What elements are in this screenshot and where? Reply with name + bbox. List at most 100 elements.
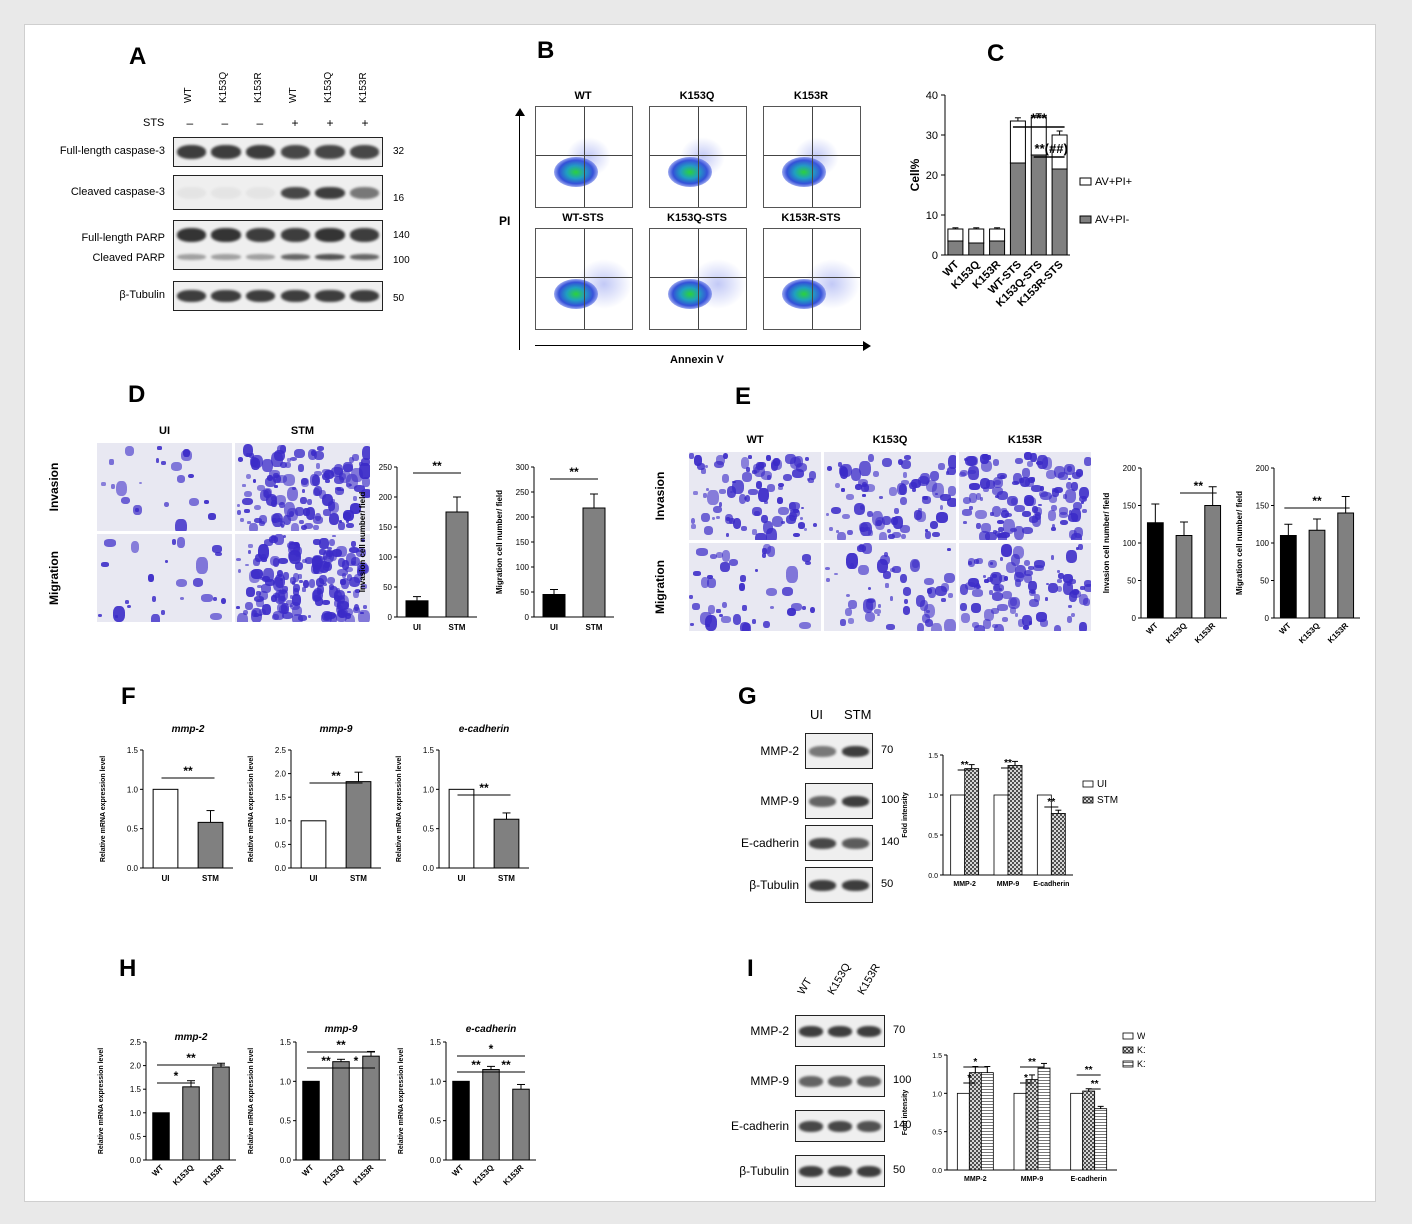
- chart-title: mmp-2: [175, 1032, 208, 1043]
- significance-label: *: [1024, 1073, 1028, 1084]
- stained-cell: [781, 520, 785, 524]
- blot-row-label: E-cadherin: [740, 836, 799, 850]
- stained-cell: [1002, 590, 1012, 600]
- stained-cell: [183, 449, 191, 458]
- lane-label: UI: [810, 707, 823, 722]
- flow-plot: [763, 106, 861, 208]
- bar: [1013, 1092, 1027, 1171]
- stained-cell: [980, 522, 992, 533]
- stained-cell: [361, 583, 367, 589]
- stained-cell: [253, 557, 261, 566]
- stained-cell: [706, 624, 710, 627]
- stained-cell: [706, 578, 716, 589]
- quadrant-hline: [650, 277, 746, 278]
- stained-cell: [322, 509, 331, 516]
- stained-cell: [1066, 465, 1073, 472]
- stained-cell: [692, 603, 700, 610]
- stained-cell: [701, 576, 710, 589]
- row-label: Migration: [653, 560, 667, 614]
- stained-cell: [358, 610, 370, 622]
- stained-cell: [235, 557, 242, 562]
- flow-plot: [649, 228, 747, 330]
- stained-cell: [935, 585, 947, 596]
- stained-cell: [1013, 472, 1023, 485]
- stained-cell: [245, 586, 255, 597]
- stained-cell: [777, 485, 784, 491]
- blot-band: [857, 1025, 882, 1037]
- stained-cell: [1048, 582, 1059, 594]
- stained-cell: [251, 457, 260, 470]
- stained-cell: [767, 475, 772, 480]
- x-tick-label: K153R: [1326, 621, 1350, 645]
- stained-cell: [356, 547, 366, 557]
- significance-label: **: [1047, 797, 1055, 808]
- stained-cell: [863, 484, 876, 493]
- stained-cell: [914, 510, 923, 520]
- significance-label: **: [186, 1051, 196, 1065]
- stained-cell: [859, 544, 865, 551]
- stained-cell: [188, 497, 199, 506]
- legend-label: AV+PI+: [1095, 176, 1132, 188]
- stained-cell: [338, 520, 342, 523]
- stained-cell: [968, 492, 977, 503]
- stained-cell: [1022, 527, 1033, 535]
- blot-band: [798, 1120, 823, 1132]
- stained-cell: [97, 614, 102, 618]
- stained-cell: [837, 531, 847, 540]
- stained-cell: [157, 446, 162, 450]
- stained-cell: [343, 463, 354, 472]
- stained-cell: [273, 449, 285, 462]
- stained-cell: [311, 555, 324, 567]
- stained-cell: [782, 473, 793, 481]
- micrograph: [235, 443, 370, 531]
- significance-label: **: [471, 1058, 481, 1072]
- stained-cell: [1019, 476, 1031, 487]
- bar: [362, 1055, 380, 1161]
- significance-label: **: [1194, 479, 1204, 493]
- bar: [512, 1088, 530, 1161]
- stained-cell: [703, 493, 707, 499]
- stained-cell: [712, 505, 722, 513]
- stained-cell: [972, 621, 980, 629]
- stained-cell: [361, 538, 366, 543]
- stained-cell: [790, 456, 802, 470]
- y-tick-label: 1.5: [280, 1038, 292, 1047]
- stained-cell: [900, 524, 911, 533]
- stained-cell: [353, 603, 360, 612]
- x-tick-label: MMP-2: [953, 881, 976, 888]
- y-tick-label: 200: [1256, 464, 1270, 473]
- significance-label: **: [501, 1058, 511, 1072]
- chart-title: e-cadherin: [466, 1024, 517, 1035]
- blot-band: [827, 1025, 853, 1037]
- stained-cell: [341, 572, 346, 578]
- x-tick-label: K153R: [201, 1163, 225, 1187]
- stained-cell: [938, 463, 946, 470]
- stained-cell: [985, 532, 997, 540]
- significance-label: **: [331, 769, 341, 783]
- blot-row-label: β-Tubulin: [119, 289, 165, 301]
- mw-marker: 70: [881, 744, 894, 756]
- stained-cell: [138, 481, 143, 485]
- stained-cell: [327, 501, 336, 511]
- stained-cell: [897, 459, 904, 466]
- stained-cell: [724, 514, 734, 525]
- stained-cell: [864, 612, 876, 623]
- stained-cell: [761, 471, 772, 481]
- stained-cell: [753, 466, 765, 478]
- y-tick-label: 2.0: [130, 1062, 142, 1071]
- stained-cell: [777, 497, 783, 504]
- blot-band: [211, 228, 241, 242]
- sts-sign: –: [256, 116, 264, 130]
- stained-cell: [929, 520, 938, 530]
- stained-cell: [715, 551, 723, 559]
- stained-cell: [1022, 511, 1031, 518]
- legend-label: WT: [1137, 1031, 1145, 1041]
- stained-cell: [1040, 485, 1045, 492]
- stained-cell: [1000, 557, 1004, 561]
- blot-band: [176, 254, 207, 260]
- significance-label: *: [489, 1042, 494, 1056]
- stained-cell: [254, 596, 265, 603]
- bar: [405, 600, 429, 618]
- stained-cell: [244, 508, 250, 513]
- significance-label: **: [1085, 1065, 1093, 1076]
